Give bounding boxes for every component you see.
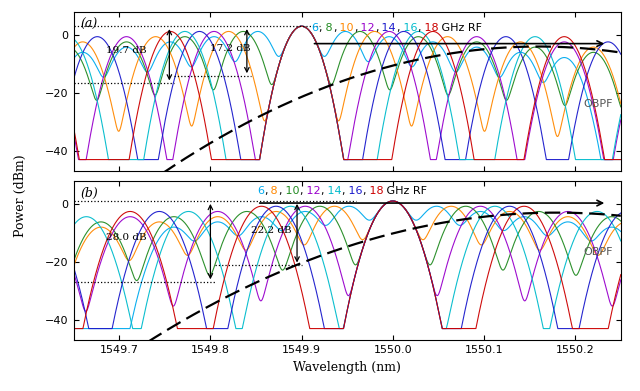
Text: GHz RF: GHz RF [383, 185, 428, 196]
Text: 12: 12 [357, 23, 375, 33]
Text: (b): (b) [81, 187, 99, 200]
Text: ,: , [362, 185, 366, 196]
Text: 10: 10 [282, 185, 299, 196]
Text: ,: , [278, 185, 282, 196]
Text: 14: 14 [378, 23, 396, 33]
Text: 8: 8 [268, 185, 278, 196]
Text: OBPF: OBPF [583, 248, 612, 258]
Text: 17.2 dB: 17.2 dB [211, 44, 251, 53]
Text: ,: , [264, 185, 268, 196]
Text: 16: 16 [345, 185, 362, 196]
X-axis label: Wavelength (nm): Wavelength (nm) [293, 361, 401, 373]
Text: ,: , [320, 185, 324, 196]
Text: 10: 10 [336, 23, 354, 33]
Text: 19.7 dB: 19.7 dB [106, 46, 146, 55]
Text: 14: 14 [324, 185, 341, 196]
Text: ,: , [299, 185, 303, 196]
Text: ,: , [341, 185, 345, 196]
Text: ,: , [375, 23, 378, 33]
Text: 18: 18 [420, 23, 438, 33]
Text: 6: 6 [257, 185, 264, 196]
Text: Power (dBm): Power (dBm) [14, 154, 27, 237]
Text: 28.0 dB: 28.0 dB [106, 233, 146, 242]
Text: OBPF: OBPF [583, 99, 612, 109]
Text: ,: , [354, 23, 357, 33]
Text: 22.2 dB: 22.2 dB [252, 226, 292, 235]
Text: 6: 6 [312, 23, 319, 33]
Text: GHz RF: GHz RF [438, 23, 482, 33]
Text: ,: , [417, 23, 420, 33]
Text: 12: 12 [303, 185, 320, 196]
Text: (a): (a) [81, 18, 98, 31]
Text: ,: , [319, 23, 322, 33]
Text: ,: , [333, 23, 336, 33]
Text: ,: , [396, 23, 399, 33]
Text: 16: 16 [399, 23, 417, 33]
Text: 8: 8 [322, 23, 333, 33]
Text: 18: 18 [366, 185, 383, 196]
